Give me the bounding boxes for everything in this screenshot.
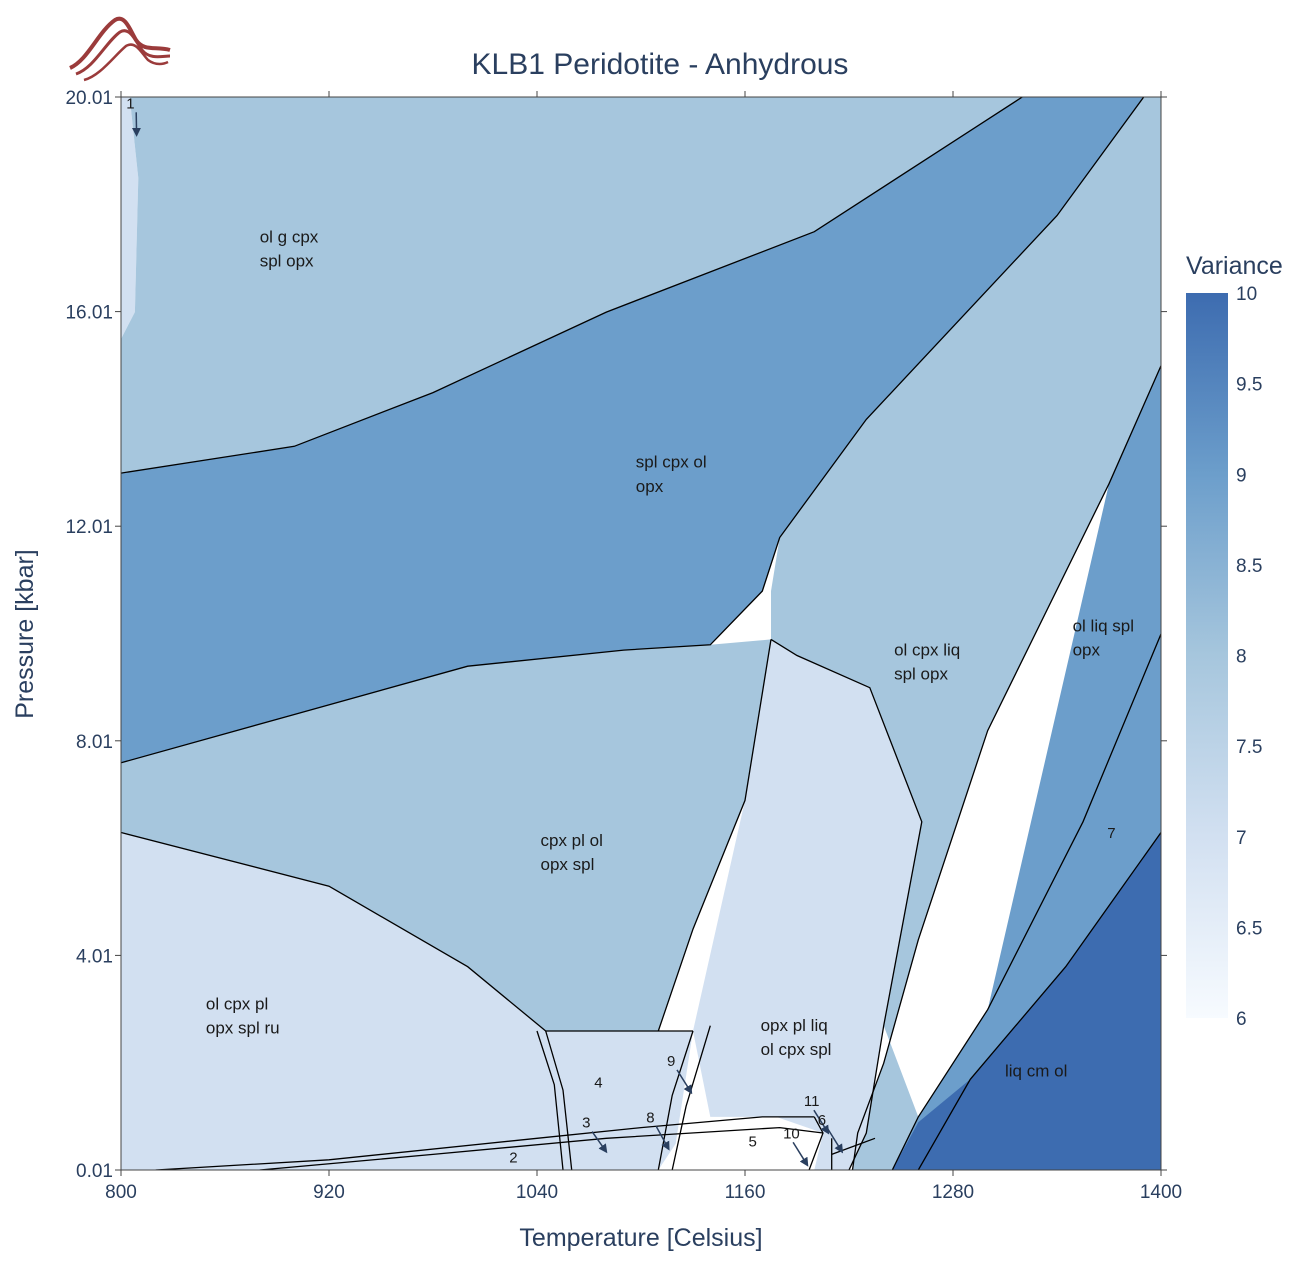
field-label: 11 [804, 1093, 820, 1110]
phase-boundary [671, 1025, 711, 1170]
phase-fields [121, 97, 1161, 1170]
phase-boundary [891, 633, 1161, 1170]
x-tick-label: 920 [313, 1182, 345, 1203]
phase-boundary [770, 638, 923, 1170]
field-label: 5 [749, 1133, 757, 1150]
mountain-wave-logo-icon [69, 16, 171, 82]
field-label: 6 [818, 1112, 826, 1129]
y-axis-title: Pressure [kbar] [11, 549, 39, 719]
x-tick-label: 1400 [1140, 1182, 1182, 1203]
x-axis-ticks: 800 920 1040 1160 1280 1400 [105, 91, 1182, 1203]
field-annotations: ol g cpx spl opx spl cpx ol opx ol cpx liq sp… [126, 95, 1134, 1167]
y-tick-label: 4.01 [76, 946, 113, 967]
phase-boundary [259, 1126, 824, 1170]
colorbar-tick-label: 7 [1236, 828, 1247, 849]
phase-boundary [121, 97, 1023, 474]
field-label: opx pl liq [761, 1016, 828, 1035]
field-label: ol cpx pl [206, 995, 268, 1014]
field-label: 8 [646, 1109, 654, 1126]
annotation-arrow [676, 1069, 693, 1095]
phase-boundary [121, 97, 1145, 764]
field-label: opx spl [541, 855, 595, 874]
x-tick-label: 1280 [932, 1182, 974, 1203]
y-tick-label: 8.01 [76, 732, 113, 753]
x-tick-label: 1040 [516, 1182, 558, 1203]
y-tick-label: 20.01 [65, 88, 113, 109]
field-label: cpx pl ol [541, 831, 603, 850]
phase-field-f-olliqspl [892, 365, 1161, 1170]
phase-boundary [155, 1116, 815, 1170]
field-label: 4 [594, 1074, 602, 1091]
field-label: spl opx [894, 665, 948, 684]
phase-field-f-liqcmol [892, 832, 1161, 1170]
phase-boundary [851, 365, 1161, 1170]
phase-field-f-olcpxpl [121, 832, 572, 1170]
annotation-arrow [591, 1131, 608, 1154]
colorbar-tick-label: 7.5 [1236, 737, 1262, 758]
phase-boundary [545, 1030, 573, 1170]
phase-field-f1 [121, 97, 139, 339]
field-label: 3 [582, 1115, 590, 1132]
colorbar-title: Variance [1186, 252, 1283, 280]
colorbar-tick-label: 6 [1236, 1009, 1247, 1030]
annotation-arrow [655, 1125, 670, 1151]
field-label: opx [1073, 641, 1101, 660]
colorbar-tick-label: 8 [1236, 647, 1247, 668]
annotation-arrow [813, 1109, 830, 1135]
field-label: ol liq spl [1073, 616, 1134, 635]
colorbar-tick-label: 9 [1236, 465, 1247, 486]
phase-field-f-splcpxol [121, 97, 1144, 763]
chart-title: KLB1 Peridotite - Anhydrous [472, 48, 849, 81]
field-label: liq cm ol [1005, 1062, 1067, 1081]
colorbar-ticks: 6 6.5 7 7.5 8 8.5 9 9.5 10 [1236, 284, 1262, 1030]
plot-frame [120, 96, 1162, 1171]
phase-boundary [917, 832, 1161, 1170]
field-label: 10 [783, 1125, 800, 1142]
field-label: 1 [126, 95, 134, 112]
colorbar [1186, 293, 1228, 1018]
y-axis-ticks: 0.01 4.01 8.01 12.01 16.01 20.01 [65, 88, 1167, 1182]
phase-field-f-splcpxolopx-low [121, 639, 771, 1031]
annotation-arrow [792, 1141, 809, 1167]
y-tick-label: 0.01 [76, 1161, 113, 1182]
colorbar-tick-label: 9.5 [1236, 375, 1262, 396]
colorbar-tick-label: 6.5 [1236, 918, 1262, 939]
colorbar-tick-label: 10 [1236, 284, 1257, 305]
y-tick-label: 12.01 [65, 517, 113, 538]
phase-boundary [121, 831, 693, 1032]
phase-boundary [657, 639, 772, 1032]
field-label: 2 [509, 1150, 517, 1167]
phase-boundary [536, 1030, 564, 1170]
x-tick-label: 800 [105, 1182, 137, 1203]
phase-field-f-olcpxliq [771, 97, 1161, 1170]
y-tick-label: 16.01 [65, 303, 113, 324]
phase-field-f-olgcpx [121, 97, 1023, 474]
field-label: 9 [667, 1053, 675, 1070]
field-label: ol cpx spl [761, 1040, 832, 1059]
field-label: spl cpx ol [636, 453, 707, 472]
field-label: ol g cpx [260, 227, 319, 246]
annotation-arrow [827, 1128, 844, 1154]
colorbar-tick-label: 8.5 [1236, 556, 1262, 577]
field-label: 7 [1107, 825, 1115, 842]
field-label: opx spl ru [206, 1019, 280, 1038]
field-label: spl opx [260, 252, 314, 271]
field-label: opx [636, 477, 664, 496]
x-tick-label: 1160 [725, 1182, 766, 1203]
field-label: ol cpx liq [894, 641, 960, 660]
x-axis-title: Temperature [Celsius] [519, 1224, 762, 1252]
